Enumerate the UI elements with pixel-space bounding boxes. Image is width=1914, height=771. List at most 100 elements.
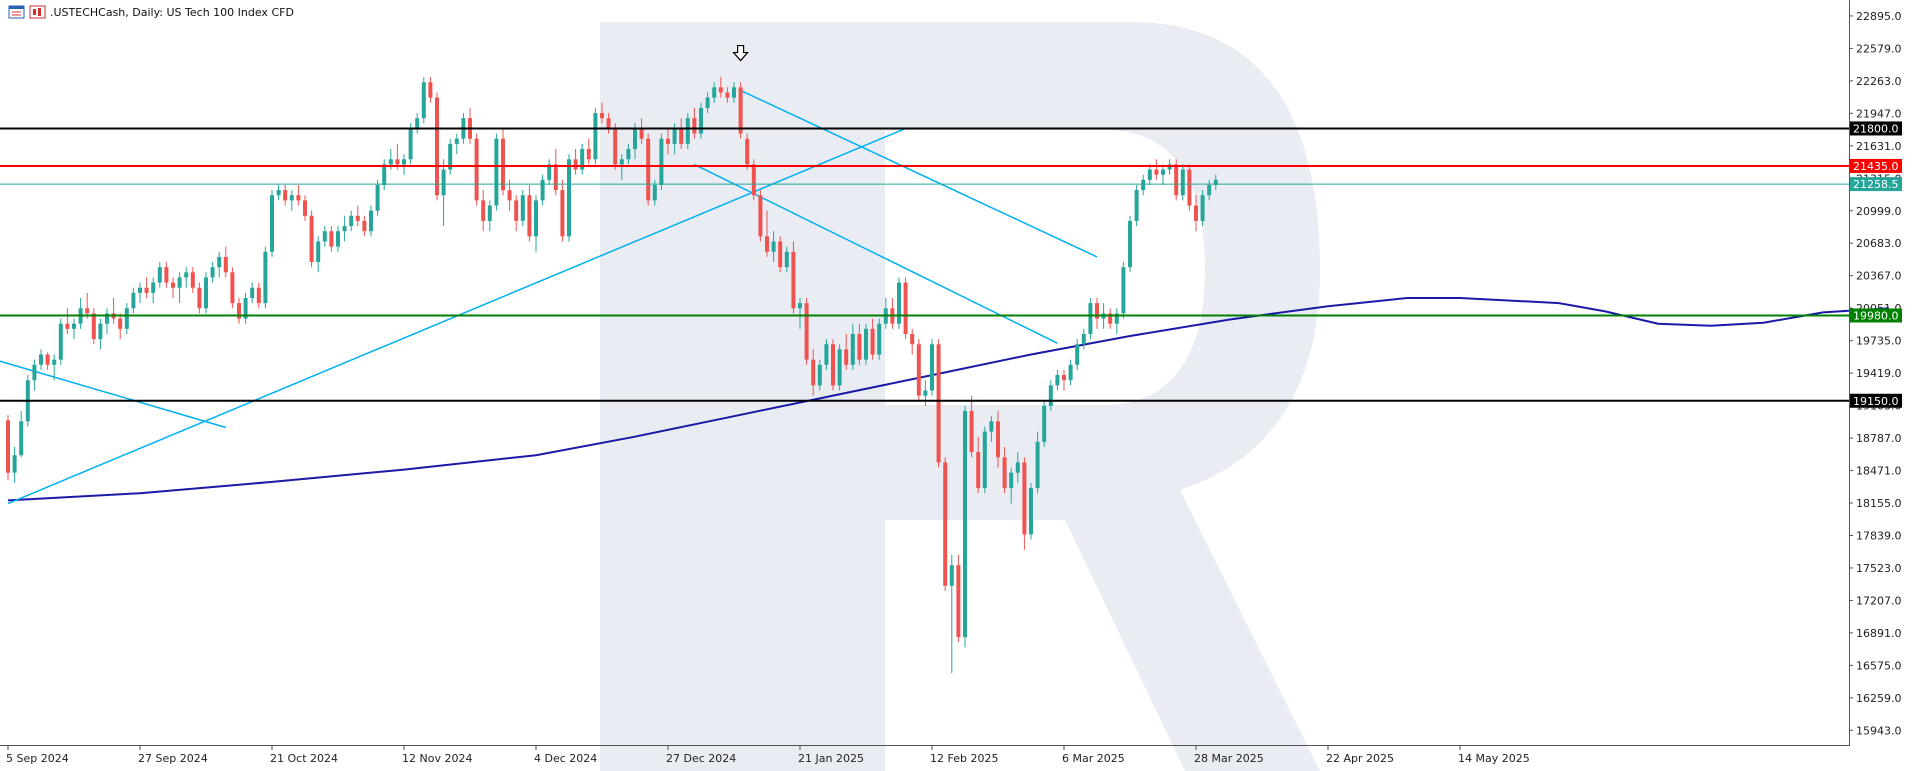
price-tick-label: 18155.0 [1856,497,1902,510]
candle-body [39,354,43,365]
candle [897,277,901,329]
candle [474,133,479,206]
candle-body [718,87,723,93]
price-tick-label: 19419.0 [1856,367,1902,380]
candle-body [256,287,261,304]
candle [593,107,598,165]
candle-body [679,128,684,144]
candle [1002,447,1007,494]
candle-body [428,82,433,98]
candle [778,236,783,273]
candle-body [415,118,420,129]
candle-body [903,282,908,334]
candle-body [1042,405,1047,442]
candle-body [633,128,637,149]
candle-body [778,241,783,268]
candle-body [514,200,519,221]
candle-body [831,344,835,386]
candle [72,318,76,340]
candle-body [1207,184,1212,196]
level-label-bg [1850,121,1902,136]
candle-body [586,149,591,160]
candle-body [712,87,717,98]
time-tick-label: 12 Nov 2024 [402,752,472,765]
candle [600,102,604,124]
candle-body [745,138,750,165]
candle-body [355,215,360,221]
candle-body [65,323,70,329]
candle-body [1194,205,1198,221]
candle-body [1009,472,1014,489]
candle-body [540,179,545,201]
candle [276,184,281,201]
candle-body [738,87,743,134]
price-tick-label: 22263.0 [1856,75,1902,88]
trendline-3[interactable] [740,89,1098,258]
candle [732,82,736,103]
candle [6,415,10,480]
candle [309,210,314,268]
candle-body [646,138,651,201]
candle [408,123,413,165]
price-axis: 22895.022579.022263.021947.021631.021315… [1849,10,1902,737]
candle [1141,174,1146,196]
candle [369,205,373,237]
candle [639,118,644,144]
time-tick-label: 21 Jan 2025 [798,752,864,765]
level-label-bg [1850,177,1902,192]
candle-body [454,138,459,144]
table-view-icon[interactable] [8,5,25,19]
candle-body [692,118,697,134]
candle [39,349,43,370]
time-tick-label: 22 Apr 2025 [1326,752,1394,765]
candle [1187,164,1192,211]
candle [151,277,156,304]
level-labels: 21800.0 21435.0 21258.5 19980.0 19150.0 [1850,121,1902,408]
candle-body [639,128,644,139]
candle-body [164,267,169,283]
candle-body [342,226,347,232]
candle [553,149,558,196]
candle-body [303,200,307,216]
price-tick-label: 22895.0 [1856,10,1902,23]
candle [19,411,24,458]
candle [712,82,717,103]
price-tick-label: 16575.0 [1856,659,1902,672]
time-tick-label: 12 Feb 2025 [930,752,998,765]
candle-body [547,164,552,180]
candle-body [923,390,928,396]
candle-body [448,143,453,170]
candle-body [402,159,406,165]
candle [699,102,703,139]
candle-body [395,159,400,165]
candle [831,339,835,391]
candle [811,349,816,396]
price-tick-label: 18787.0 [1856,432,1902,445]
candle [1042,400,1047,447]
candle [32,359,37,391]
level-label-bg [1850,308,1902,323]
candle [996,411,1000,468]
candle [349,210,354,232]
price-tick-label: 17839.0 [1856,529,1902,542]
candle-body [131,292,136,309]
candle-body [157,267,162,283]
candle [296,184,301,206]
candle-body [864,328,868,360]
candle-body [672,128,677,144]
symbol-icon[interactable] [29,5,46,19]
candle [138,282,142,304]
candle [1055,369,1060,391]
candle [1081,328,1086,350]
candle [527,184,532,242]
candle-body [1029,488,1033,535]
candle [949,554,954,674]
candle [487,200,492,232]
candle [144,277,149,298]
candle-body [534,200,538,237]
candle-body [685,118,690,144]
price-tick-label: 18471.0 [1856,465,1902,478]
candle-body [791,251,796,309]
candle-body [349,215,354,227]
